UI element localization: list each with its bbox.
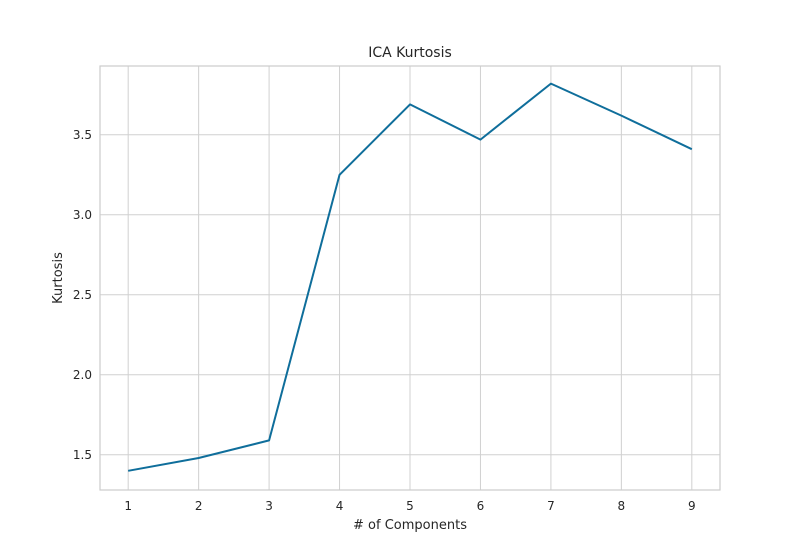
grid-lines xyxy=(100,66,720,490)
y-tick-label: 3.5 xyxy=(73,128,92,142)
y-tick-label: 2.0 xyxy=(73,368,92,382)
y-axis-ticks: 1.5 2.0 2.5 3.0 3.5 xyxy=(73,128,92,462)
y-tick-label: 3.0 xyxy=(73,208,92,222)
x-axis-label: # of Components xyxy=(353,518,467,533)
chart-title: ICA Kurtosis xyxy=(368,45,452,61)
x-tick-label: 8 xyxy=(618,499,626,513)
x-tick-label: 1 xyxy=(124,499,132,513)
x-tick-label: 5 xyxy=(406,499,414,513)
x-axis-ticks: 1 2 3 4 5 6 7 8 9 xyxy=(124,499,695,513)
x-tick-label: 9 xyxy=(688,499,696,513)
x-tick-label: 2 xyxy=(195,499,203,513)
y-tick-label: 1.5 xyxy=(73,448,92,462)
x-tick-label: 6 xyxy=(477,499,485,513)
y-axis-label: Kurtosis xyxy=(51,252,66,304)
x-tick-label: 7 xyxy=(547,499,555,513)
kurtosis-line xyxy=(128,82,693,472)
plot-area xyxy=(99,65,721,491)
y-tick-label: 2.5 xyxy=(73,288,92,302)
series-layer xyxy=(128,82,693,472)
x-tick-label: 4 xyxy=(336,499,344,513)
x-tick-label: 3 xyxy=(265,499,273,513)
